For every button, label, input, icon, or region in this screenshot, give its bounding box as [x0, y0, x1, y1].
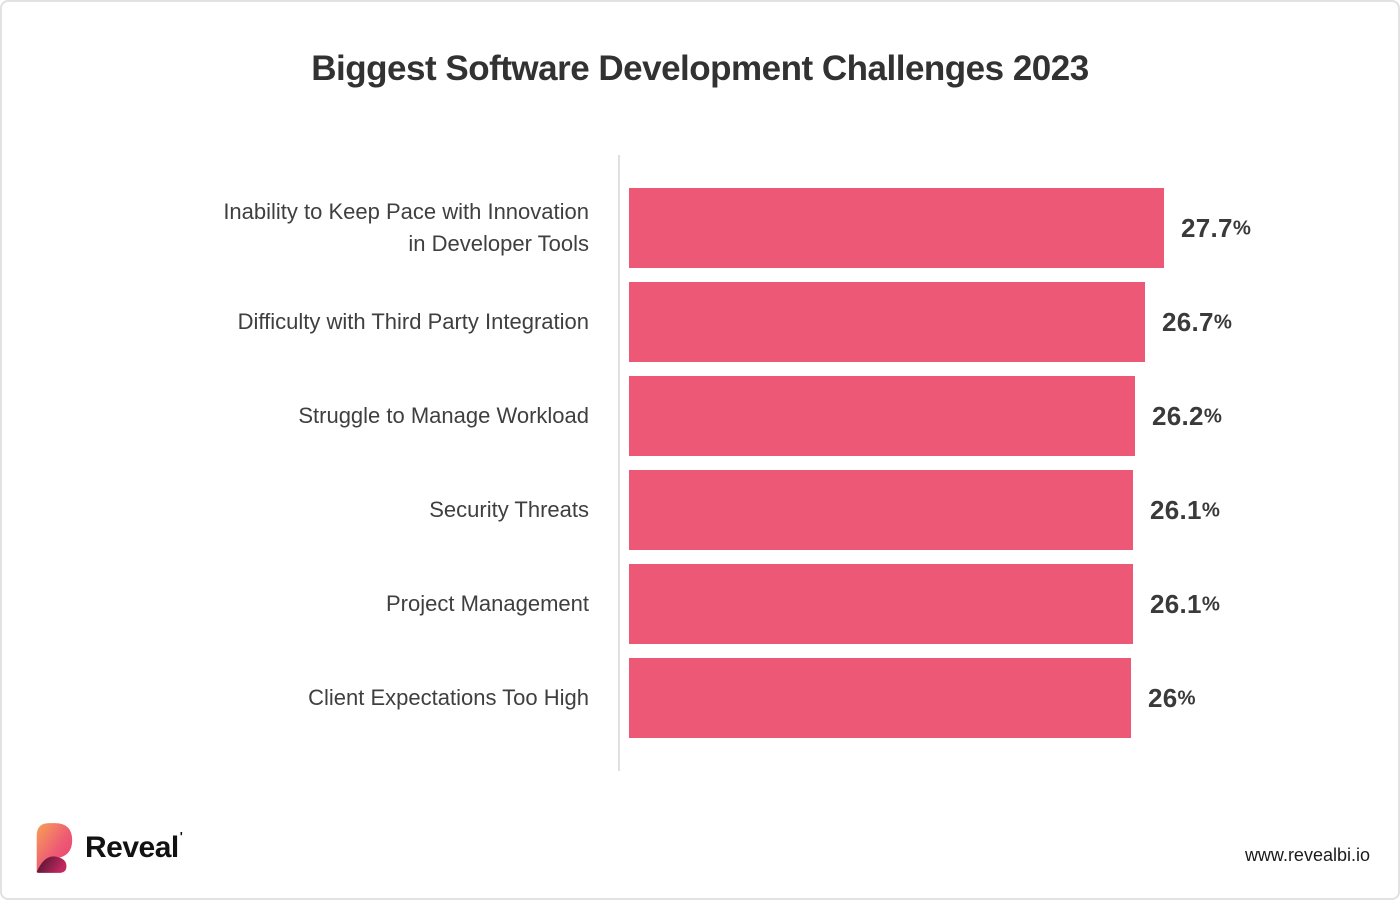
category-label: Security Threats	[429, 497, 589, 523]
chart-row: Struggle to Manage Workload 26.2%	[2, 376, 1398, 456]
chart-row: Client Expectations Too High 26%	[2, 658, 1398, 738]
y-axis-line	[618, 155, 620, 771]
value-label: 26.1%	[1150, 589, 1220, 620]
reveal-logo-icon	[36, 823, 73, 873]
chart-row: Difficulty with Third Party Integration 2…	[2, 282, 1398, 362]
value-number: 26.1	[1150, 588, 1202, 619]
value-label: 26.2%	[1152, 401, 1222, 432]
category-label: Inability to Keep Pace with Innovation in…	[223, 199, 589, 256]
bar-area: 26.1%	[629, 470, 1398, 550]
reveal-trademark-mark: '	[179, 829, 183, 844]
percent-sign: %	[1203, 405, 1223, 428]
chart-row: Project Management 26.1%	[2, 564, 1398, 644]
value-label: 26.7%	[1162, 307, 1232, 338]
bar	[629, 658, 1131, 738]
percent-sign: %	[1232, 217, 1252, 240]
percent-sign: %	[1177, 687, 1196, 710]
chart-title: Biggest Software Development Challenges …	[311, 49, 1089, 88]
reveal-logo: Reveal '	[30, 820, 183, 876]
bar	[629, 564, 1133, 644]
chart-row: Security Threats 26.1%	[2, 470, 1398, 550]
value-number: 26.7	[1162, 306, 1214, 337]
footer-website-link[interactable]: www.revealbi.io	[1244, 845, 1370, 865]
value-label: 26%	[1148, 683, 1196, 714]
bar	[629, 376, 1135, 456]
value-label: 27.7%	[1181, 213, 1251, 244]
value-number: 26.2	[1152, 400, 1204, 431]
bar	[629, 470, 1133, 550]
bar-area: 26.2%	[629, 376, 1398, 456]
bar	[629, 282, 1145, 362]
percent-sign: %	[1201, 593, 1221, 616]
chart-rows: Inability to Keep Pace with Innovation in…	[2, 188, 1398, 738]
category-label: Struggle to Manage Workload	[298, 403, 589, 429]
value-number: 27.7	[1181, 212, 1233, 243]
bar-chart: Inability to Keep Pace with Innovation in…	[2, 155, 1398, 771]
bar-area: 26%	[629, 658, 1398, 738]
value-label: 26.1%	[1150, 495, 1220, 526]
bar	[629, 188, 1164, 268]
value-number: 26	[1148, 682, 1178, 713]
percent-sign: %	[1213, 311, 1233, 334]
category-label: Project Management	[386, 591, 589, 617]
value-number: 26.1	[1150, 494, 1202, 525]
bar-area: 27.7%	[629, 188, 1398, 268]
chart-row: Inability to Keep Pace with Innovation in…	[2, 188, 1398, 268]
bar-area: 26.7%	[629, 282, 1398, 362]
category-label: Client Expectations Too High	[308, 685, 589, 711]
percent-sign: %	[1201, 499, 1221, 522]
bar-area: 26.1%	[629, 564, 1398, 644]
category-label: Difficulty with Third Party Integration	[237, 309, 589, 335]
reveal-logo-text: Reveal	[85, 831, 179, 864]
